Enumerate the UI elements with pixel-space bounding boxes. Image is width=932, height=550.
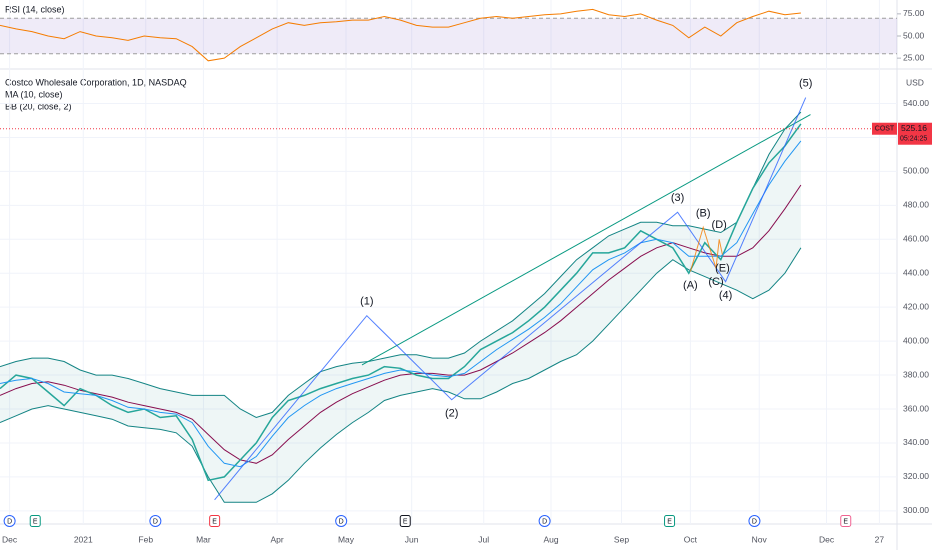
x-tick-label: Oct (684, 534, 698, 544)
symbol-label: COST (875, 126, 895, 133)
event-label: D (7, 518, 12, 525)
x-tick-label: 27 (875, 534, 885, 544)
event-marker (399, 515, 411, 527)
y-tick-label: 440.00 (903, 267, 929, 277)
event-marker (664, 515, 676, 527)
y-tick-label: 340.00 (903, 437, 929, 447)
event-marker (209, 515, 221, 527)
wave-label: (3) (671, 192, 684, 204)
x-tick-label: May (338, 534, 355, 544)
event-marker (149, 515, 162, 527)
event-label: E (33, 518, 38, 525)
rsi-title: RSI (14, close) (5, 4, 65, 14)
legend-main: Costco Wholesale Corporation, 1D, NASDAQ (5, 77, 187, 87)
y-tick-label: 380.00 (903, 369, 929, 379)
y-tick-label: 320.00 (903, 471, 929, 481)
event-marker (335, 515, 348, 527)
wave-label: (A) (683, 279, 698, 291)
legend-ma: MA (10, close) (5, 89, 63, 99)
event-marker (29, 515, 41, 527)
wave-label: (4) (719, 290, 732, 302)
x-tick-label: Sep (614, 534, 629, 544)
x-tick-label: Dec (819, 534, 835, 544)
x-tick-label: Nov (752, 534, 768, 544)
wave-label: (2) (445, 408, 458, 420)
rsi-tick-label: 25.00 (903, 52, 925, 62)
event-marker (538, 515, 551, 527)
event-label: D (153, 518, 158, 525)
event-marker (3, 515, 16, 527)
rsi-tick-label: 75.00 (903, 8, 925, 18)
y-tick-label: 300.00 (903, 505, 929, 515)
rsi-band (0, 18, 897, 54)
countdown-label: 05:24:25 (900, 136, 927, 143)
y-tick-label: 420.00 (903, 301, 929, 311)
x-tick-label: Jun (405, 534, 419, 544)
rsi-tick-label: 50.00 (903, 30, 925, 40)
bb-upper (0, 111, 802, 419)
wave-label: (5) (799, 78, 812, 90)
bb-fill (0, 112, 801, 503)
y-tick-label: 540.00 (903, 98, 929, 108)
x-tick-label: Jul (478, 534, 489, 544)
currency-label: USD (906, 77, 924, 87)
wave-label: (D) (712, 219, 727, 231)
x-tick-label: Dec (2, 534, 18, 544)
symbol-tag (872, 122, 897, 135)
x-tick-label: Feb (138, 534, 153, 544)
price-label: 525.16 (901, 123, 927, 133)
event-label: E (843, 518, 848, 525)
event-marker (840, 515, 852, 527)
price-tag (898, 122, 932, 145)
wave-label: (C) (708, 276, 723, 288)
event-label: D (542, 518, 547, 525)
event-label: E (403, 518, 408, 525)
y-tick-label: 400.00 (903, 335, 929, 345)
event-label: E (667, 518, 672, 525)
rsi-line (0, 8, 801, 62)
y-tick-label: 460.00 (903, 234, 929, 244)
y-tick-label: 480.00 (903, 200, 929, 210)
event-label: D (752, 518, 757, 525)
wave-label: (B) (696, 207, 711, 219)
x-tick-label: 2021 (74, 534, 93, 544)
x-tick-label: Apr (270, 534, 283, 544)
event-label: D (339, 518, 344, 525)
price-line (0, 123, 802, 482)
x-tick-label: Aug (543, 534, 558, 544)
ma-line (0, 140, 802, 468)
event-label: E (212, 518, 217, 525)
event-marker (748, 515, 761, 527)
legend-bb: BB (20, close, 2) (5, 101, 72, 111)
wave-label: (1) (360, 296, 373, 308)
y-tick-label: 360.00 (903, 403, 929, 413)
wave-line (689, 225, 723, 272)
wave-line (214, 97, 807, 501)
y-tick-label: 500.00 (903, 166, 929, 176)
x-tick-label: Mar (196, 534, 211, 544)
bb-lower (0, 247, 802, 503)
trendline (361, 114, 811, 366)
wave-label: (E) (715, 262, 730, 274)
